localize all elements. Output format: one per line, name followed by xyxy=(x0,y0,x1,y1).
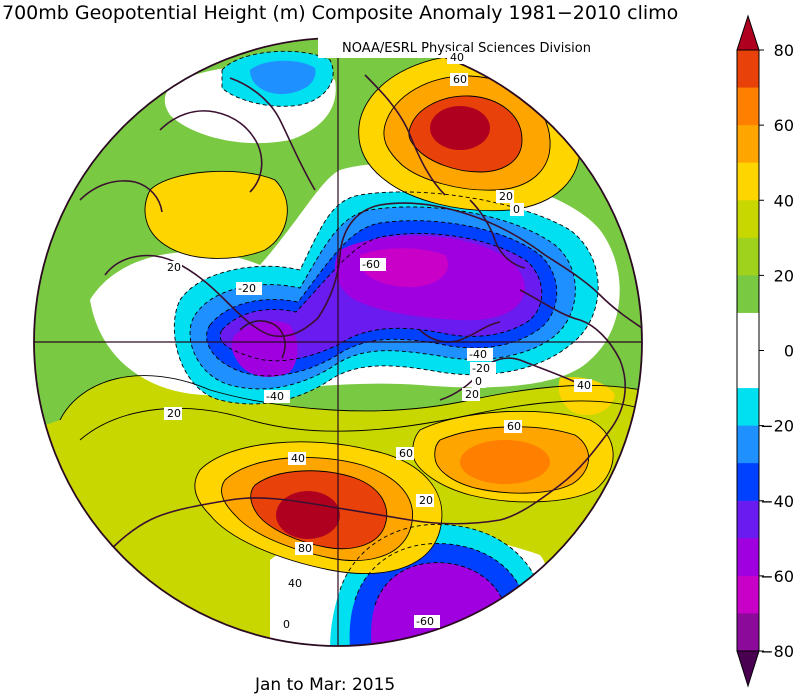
svg-text:-40: -40 xyxy=(469,348,487,361)
contour-labels: 40 60 20 0 20 -60 -20 -40 -20 -40 0 20 4… xyxy=(164,51,592,631)
colorbar-cells xyxy=(736,49,760,652)
colorbar-cell xyxy=(737,500,759,539)
svg-text:40: 40 xyxy=(577,379,591,392)
svg-text:-60: -60 xyxy=(416,615,434,628)
colorbar-cell xyxy=(737,425,759,464)
contour-label: -20 xyxy=(236,282,262,295)
svg-text:-20: -20 xyxy=(238,282,256,295)
contour-label: 60 xyxy=(450,73,468,86)
ridge-west-core xyxy=(430,106,490,150)
colorbar-cell xyxy=(737,312,759,351)
contour-label: 40 xyxy=(447,51,465,64)
contour-label: -40 xyxy=(467,348,493,361)
contour-label: 40 xyxy=(574,379,592,392)
colorbar-tick-label: 0 xyxy=(784,342,794,361)
colorbar-tick-label: 60 xyxy=(774,116,794,135)
low-atlantic-core xyxy=(231,321,298,377)
period-label: Jan to Mar: 2015 xyxy=(254,675,395,695)
colorbar-tick-label: −60 xyxy=(760,567,794,586)
svg-text:20: 20 xyxy=(167,407,181,420)
contour-label: 60 xyxy=(396,447,414,460)
colorbar: 80 60 40 20 0 −20 −40 −60 −80 xyxy=(736,14,794,688)
ridge-america-core xyxy=(460,440,550,484)
ridge-pacific-core xyxy=(276,491,340,539)
credit-box xyxy=(318,36,638,58)
svg-text:0: 0 xyxy=(513,203,520,216)
contour-label: -40 xyxy=(264,390,290,403)
colorbar-cell xyxy=(737,50,759,89)
contour-label: 0 xyxy=(472,375,486,388)
svg-text:60: 60 xyxy=(453,73,467,86)
colorbar-top-arrow xyxy=(736,14,760,51)
contour-label: 60 xyxy=(504,420,522,433)
svg-text:40: 40 xyxy=(450,51,464,64)
colorbar-cell xyxy=(737,125,759,164)
colorbar-cell xyxy=(737,463,759,502)
colorbar-tick-label: 20 xyxy=(774,266,794,285)
negative-contours xyxy=(173,50,599,621)
contour-label: -60 xyxy=(360,258,386,271)
colorbar-cell xyxy=(737,87,759,126)
contour-label: 40 xyxy=(285,577,303,590)
contour-label: 0 xyxy=(280,618,294,631)
colorbar-tick-label: 80 xyxy=(774,41,794,60)
svg-text:-60: -60 xyxy=(362,258,380,271)
svg-text:20: 20 xyxy=(167,261,181,274)
contour-label: -60 xyxy=(414,615,440,628)
contour-label: 20 xyxy=(164,261,182,274)
svg-text:60: 60 xyxy=(507,420,521,433)
colorbar-cell xyxy=(737,275,759,314)
colorbar-cell xyxy=(737,575,759,614)
colorbar-cell xyxy=(737,237,759,276)
contour-label: 20 xyxy=(496,190,514,203)
contour-label: 20 xyxy=(462,388,480,401)
colorbar-cell xyxy=(737,162,759,201)
map-disk: NOAA/ESRL Physical Sciences Division 40 … xyxy=(33,36,643,647)
ridge-asia xyxy=(145,171,288,259)
colorbar-cell xyxy=(737,538,759,577)
svg-text:40: 40 xyxy=(291,452,305,465)
low-northwest-core xyxy=(250,60,316,95)
colorbar-tick-label: −20 xyxy=(760,417,794,436)
svg-text:20: 20 xyxy=(419,494,433,507)
svg-text:-20: -20 xyxy=(472,362,490,375)
svg-text:-40: -40 xyxy=(266,390,284,403)
credit-label: NOAA/ESRL Physical Sciences Division xyxy=(342,41,591,56)
colorbar-tick-label: −80 xyxy=(760,642,794,661)
contour-label: 80 xyxy=(295,542,313,555)
colorbar-tick-label: 40 xyxy=(774,191,794,210)
svg-text:40: 40 xyxy=(288,577,302,590)
svg-text:20: 20 xyxy=(465,388,479,401)
colorbar-ticks: 80 60 40 20 0 −20 −40 −60 −80 xyxy=(759,41,794,661)
contour-label: 0 xyxy=(510,203,524,216)
svg-text:0: 0 xyxy=(283,618,290,631)
svg-text:20: 20 xyxy=(499,190,513,203)
low-arctic-inner xyxy=(360,248,449,288)
colorbar-tick-label: −40 xyxy=(760,492,794,511)
colorbar-cell xyxy=(737,613,759,652)
contour-label: 40 xyxy=(288,452,306,465)
coastlines xyxy=(79,74,642,561)
colorbar-cell xyxy=(737,200,759,239)
colorbar-bottom-arrow xyxy=(736,650,760,688)
plot-title: 700mb Geopotential Height (m) Composite … xyxy=(2,2,678,24)
contour-label: -20 xyxy=(470,362,496,375)
svg-text:0: 0 xyxy=(475,375,482,388)
contour-label: 20 xyxy=(416,494,434,507)
contour-label: 20 xyxy=(164,407,182,420)
svg-text:60: 60 xyxy=(399,447,413,460)
svg-text:80: 80 xyxy=(298,542,312,555)
colorbar-cell xyxy=(737,388,759,427)
ridge-hudson xyxy=(558,377,615,416)
colorbar-cell xyxy=(737,350,759,389)
